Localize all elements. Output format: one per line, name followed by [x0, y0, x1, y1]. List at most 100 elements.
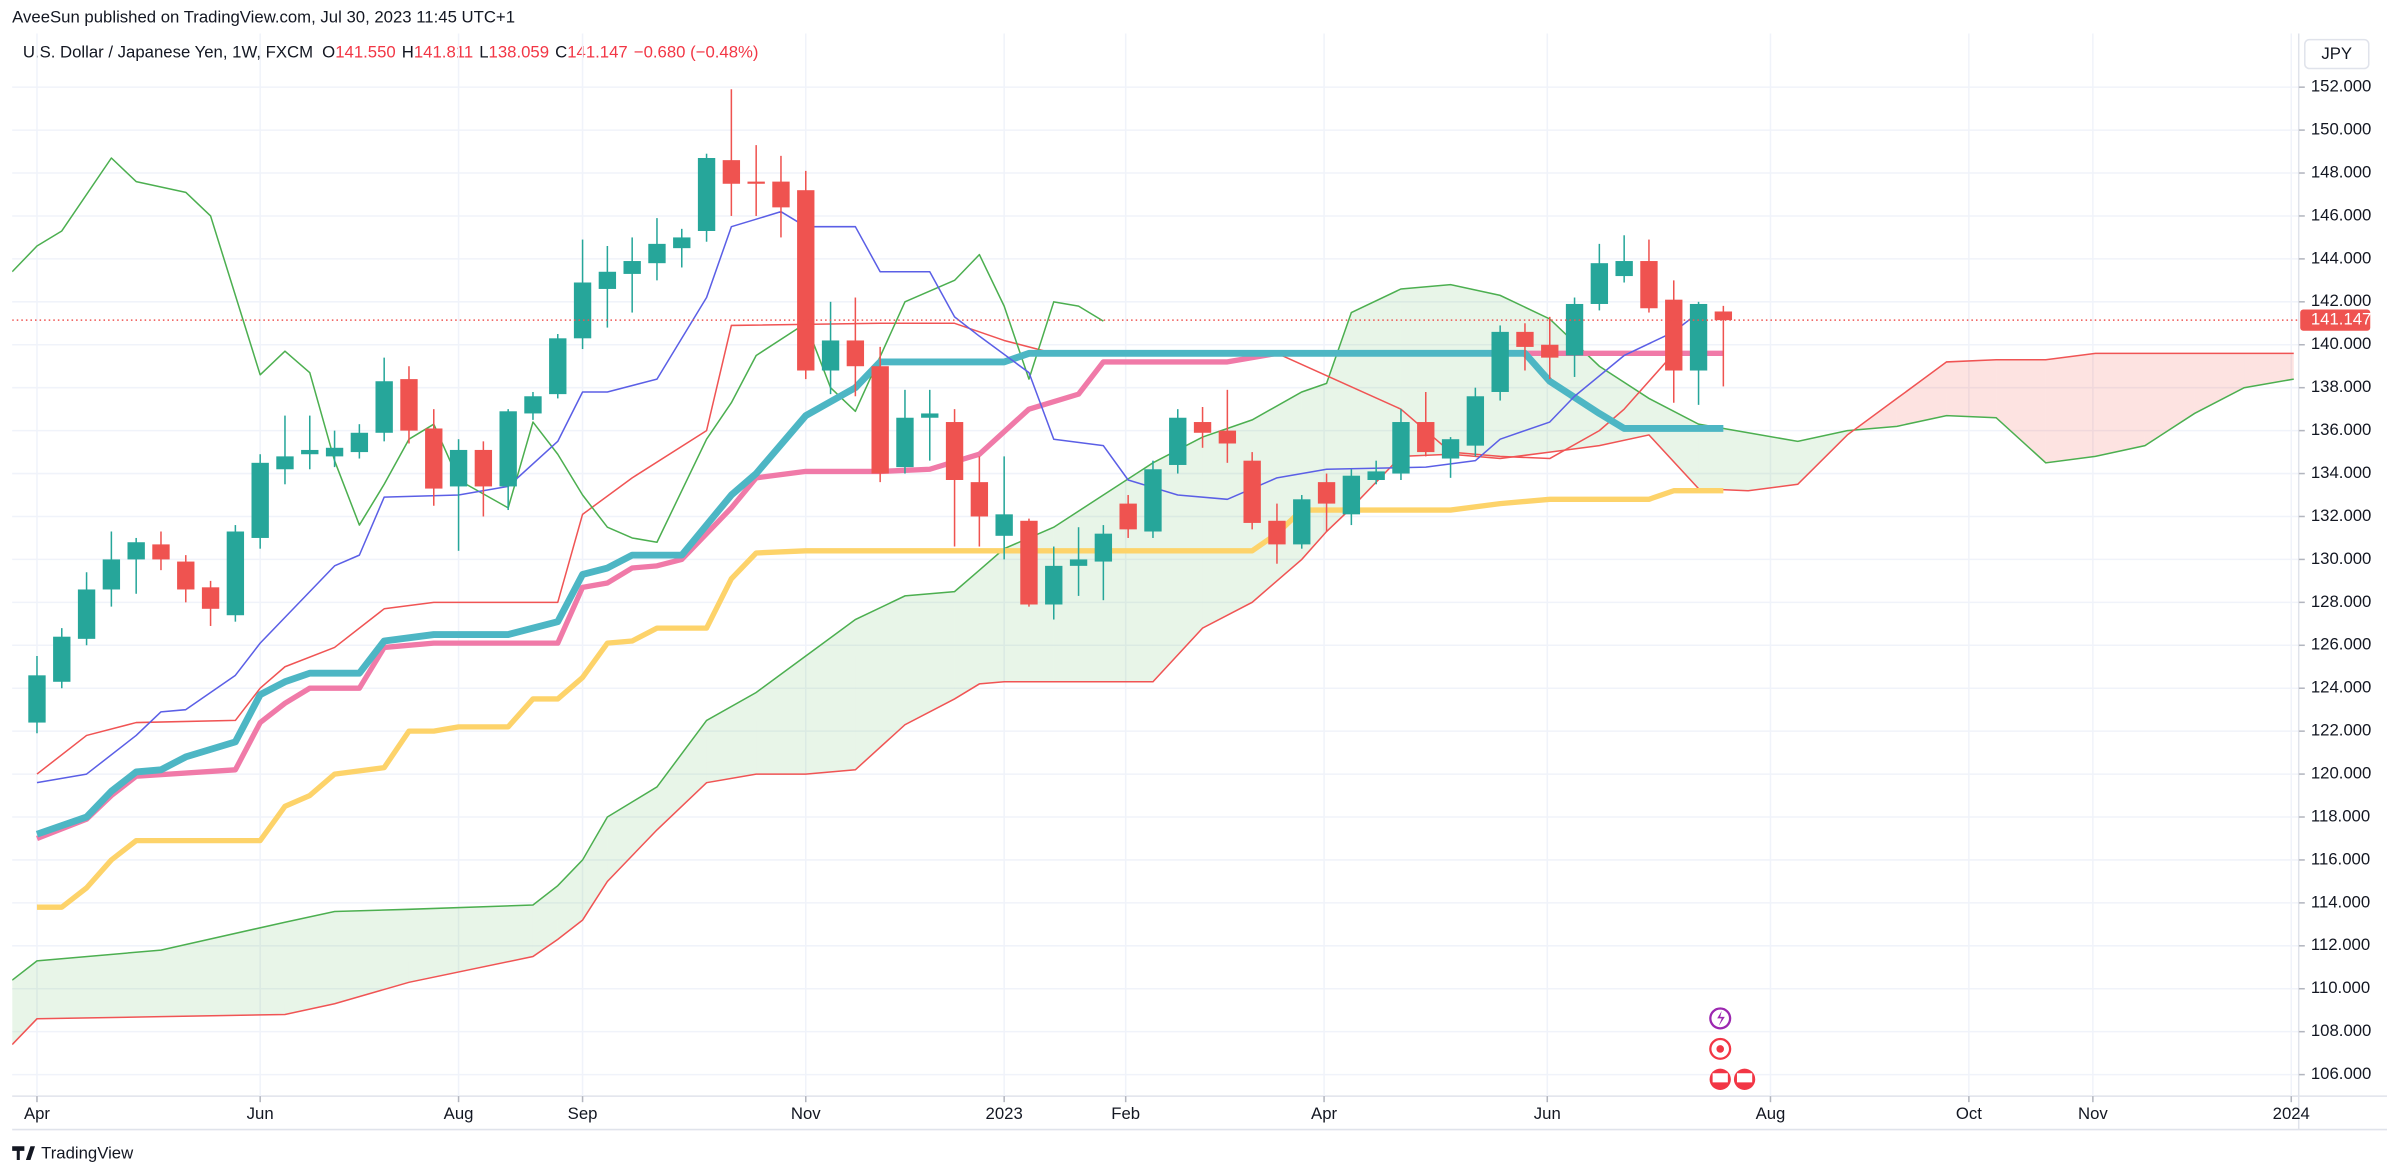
- candle-body: [201, 587, 220, 609]
- y-tick-label: 152.000: [2311, 77, 2372, 96]
- candle-body: [896, 417, 914, 468]
- currency[interactable]: JPY: [2321, 44, 2352, 63]
- candle-body: [1516, 331, 1534, 347]
- candle-body: [350, 432, 369, 453]
- candle-body: [747, 181, 765, 184]
- flag: [1736, 1073, 1753, 1083]
- candle-body: [549, 338, 567, 395]
- candle-body: [152, 544, 170, 560]
- currency-box[interactable]: [2304, 38, 2370, 70]
- event-icon-glyph: [1716, 1045, 1725, 1053]
- candle-body: [1317, 482, 1336, 504]
- x-tick-label: Nov: [791, 1104, 821, 1123]
- candle-body: [1466, 396, 1485, 446]
- cloud-fill: [2194, 353, 2245, 414]
- ohlc-key: O: [322, 43, 335, 62]
- ohlc-key: L: [479, 43, 488, 62]
- candle-body: [1689, 303, 1708, 371]
- event-icons[interactable]: [1709, 1007, 1756, 1090]
- y-tick-label: 120.000: [2311, 764, 2372, 783]
- x-tick-label: Jun: [1534, 1104, 1561, 1123]
- ohlc-key: C: [555, 43, 567, 62]
- candle-body: [53, 636, 71, 682]
- cloud-fill: [805, 619, 856, 775]
- indicator-line: [36, 210, 1700, 784]
- candle-body: [1541, 344, 1559, 358]
- ohlc-value: 141.811: [414, 43, 473, 62]
- candle-body: [276, 456, 294, 470]
- y-tick-label: 118.000: [2311, 806, 2370, 825]
- indicator-line: [36, 322, 1724, 775]
- y-tick-label: 114.000: [2311, 892, 2370, 911]
- candle-body: [251, 462, 269, 538]
- indicator-line: [36, 488, 1724, 910]
- brand[interactable]: TradingView: [12, 1143, 134, 1162]
- published-note: AveeSun published on TradingView.com, Ju…: [12, 8, 515, 27]
- symbol: U.S. Dollar / Japanese Yen, 1W, FXCM: [23, 43, 313, 62]
- y-tick-label: 134.000: [2311, 463, 2372, 482]
- y-tick-label: 124.000: [2311, 678, 2372, 697]
- candle-body: [1665, 299, 1683, 371]
- y-tick-label: 142.000: [2311, 291, 2372, 310]
- y-tick-label: 106.000: [2311, 1064, 2372, 1083]
- cloud-span-line: [12, 352, 2294, 1046]
- cloud-fill: [1103, 462, 1153, 682]
- y-tick-label: 128.000: [2311, 592, 2372, 611]
- brand-logo[interactable]: [12, 1146, 36, 1161]
- candle-body: [1268, 520, 1286, 545]
- candle-body: [28, 675, 46, 723]
- candle-body: [1392, 422, 1410, 474]
- candle-body: [1441, 439, 1460, 459]
- candle-body: [325, 447, 344, 457]
- candle-body: [77, 589, 96, 639]
- cloud-fill: [607, 786, 657, 882]
- candle-body: [499, 411, 517, 487]
- candle-body: [102, 559, 121, 590]
- cloud-fill: [979, 548, 1005, 684]
- candle-body: [1144, 469, 1162, 532]
- cloud-fill: [1400, 284, 1451, 457]
- y-tick-label: 140.000: [2311, 334, 2372, 353]
- cloud-fill: [532, 885, 558, 957]
- cloud-fill: [2244, 353, 2294, 388]
- cloud-fill: [1500, 295, 1550, 459]
- candle-body: [127, 542, 145, 560]
- candle-body: [921, 413, 939, 418]
- cloud-fill: [160, 922, 285, 1017]
- cloud-fill: [1648, 398, 1699, 489]
- candle-body: [648, 243, 666, 264]
- cloud-fill: [756, 656, 806, 775]
- candle-body: [400, 379, 418, 431]
- candle-body: [697, 157, 716, 231]
- cloud-fill: [855, 595, 905, 770]
- candle-body: [1218, 430, 1237, 444]
- cloud-fill: [706, 692, 757, 783]
- cloud-fill: [954, 570, 980, 699]
- candle-body: [1342, 475, 1361, 515]
- y-tick-label: 148.000: [2311, 162, 2372, 181]
- x-tick-label: Feb: [1111, 1104, 1140, 1123]
- y-tick-label: 144.000: [2311, 248, 2372, 267]
- ohlc-key: H: [402, 43, 414, 62]
- ohlc-value: 141.147: [567, 43, 628, 62]
- x-tick-label: 2023: [986, 1104, 1023, 1123]
- cloud-fill: [1450, 284, 1501, 459]
- cloud-fill: [656, 720, 707, 830]
- indicator-line: [12, 157, 1104, 544]
- x-tick-label: Apr: [1311, 1104, 1337, 1123]
- candle-body: [226, 531, 245, 616]
- candle-body: [1069, 559, 1088, 566]
- last-price-label: 141.147: [2311, 310, 2372, 329]
- ohlc-value: 141.550: [335, 43, 396, 62]
- cloud-fill: [1152, 437, 1203, 682]
- cloud-fill: [2045, 353, 2096, 463]
- brand-name[interactable]: TradingView: [41, 1143, 134, 1162]
- cloud-fill: [334, 909, 409, 1004]
- cloud-fill: [582, 817, 608, 921]
- candle-body: [995, 514, 1013, 536]
- last-price-tag: [2300, 309, 2371, 331]
- candle-body: [177, 561, 195, 590]
- x-tick-label: Nov: [2078, 1104, 2108, 1123]
